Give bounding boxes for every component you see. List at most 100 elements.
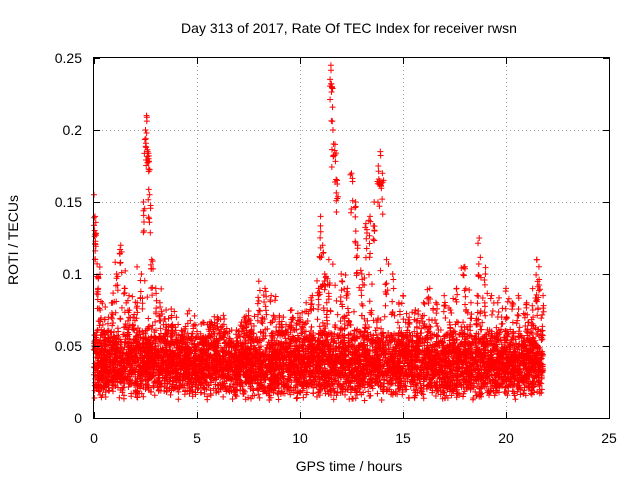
data-point [516,324,523,331]
data-point [377,267,384,274]
data-point [152,318,159,325]
data-point [175,396,182,403]
data-point [358,292,365,299]
data-point [409,309,416,316]
data-point [151,392,158,399]
data-point [366,298,373,305]
data-point [165,315,172,322]
data-point [110,290,117,297]
data-point [315,306,322,313]
data-point [345,317,352,324]
data-point [117,315,124,322]
data-point [96,264,103,271]
data-point [432,392,439,399]
data-point [538,315,545,322]
data-point [299,309,306,316]
data-point [524,319,531,326]
data-point [429,389,436,396]
data-point [394,319,401,326]
data-point [477,308,484,315]
data-point [332,282,339,289]
data-point [413,324,420,331]
data-point [314,277,321,284]
data-point [512,396,519,403]
data-point [118,304,125,311]
data-point [369,281,376,288]
data-point [514,317,521,324]
data-point [341,285,348,292]
data-point [504,298,511,305]
data-point [350,308,357,315]
data-point [365,271,372,278]
data-point [420,395,427,402]
data-point [505,295,512,302]
data-point [529,285,536,292]
data-point [350,395,357,402]
data-point [374,324,381,331]
data-point [220,312,227,319]
data-point [364,317,371,324]
data-points [91,62,547,404]
data-point [381,313,388,320]
data-point [184,310,191,317]
data-point [420,391,427,398]
data-point [370,332,377,339]
data-point [192,322,199,329]
data-point [448,309,455,316]
data-point [342,391,349,398]
data-point [275,396,282,403]
data-point [300,394,307,401]
chart-title: Day 313 of 2017, Rate Of TEC Index for r… [181,20,517,36]
data-point [220,393,227,400]
data-point [373,331,380,338]
data-point [448,392,455,399]
data-point [145,315,152,322]
data-point [112,259,119,266]
data-point [501,388,508,395]
data-point [327,307,334,314]
data-point [186,307,193,314]
data-point [407,383,414,390]
data-point [460,393,467,400]
data-point [256,394,263,401]
data-point [110,320,117,327]
data-point [129,293,136,300]
data-point [330,396,337,403]
data-point [229,395,236,402]
data-point [374,390,381,397]
data-point [245,308,252,315]
data-point [167,391,174,398]
data-point [255,294,262,301]
data-point [529,302,536,309]
data-point [528,316,535,323]
data-point [333,392,340,399]
data-point [361,384,368,391]
data-point [450,295,457,302]
data-point [109,315,116,322]
data-point [349,341,356,348]
data-point [175,321,182,328]
data-point [463,306,470,313]
data-point [461,324,468,331]
data-point [460,271,467,278]
data-point [479,295,486,302]
data-point [437,327,444,334]
data-point [382,302,389,309]
data-point [131,311,138,318]
data-point [144,294,151,301]
data-point [329,261,336,268]
data-point [484,326,491,333]
data-point [259,314,266,321]
data-point [403,310,410,317]
data-point [433,320,440,327]
data-point [538,389,545,396]
data-point [119,389,126,396]
data-point [314,316,321,323]
data-point [496,294,503,301]
data-point [361,315,368,322]
data-point [310,390,317,397]
data-point [102,303,109,310]
data-point [191,312,198,319]
data-point [482,264,489,271]
